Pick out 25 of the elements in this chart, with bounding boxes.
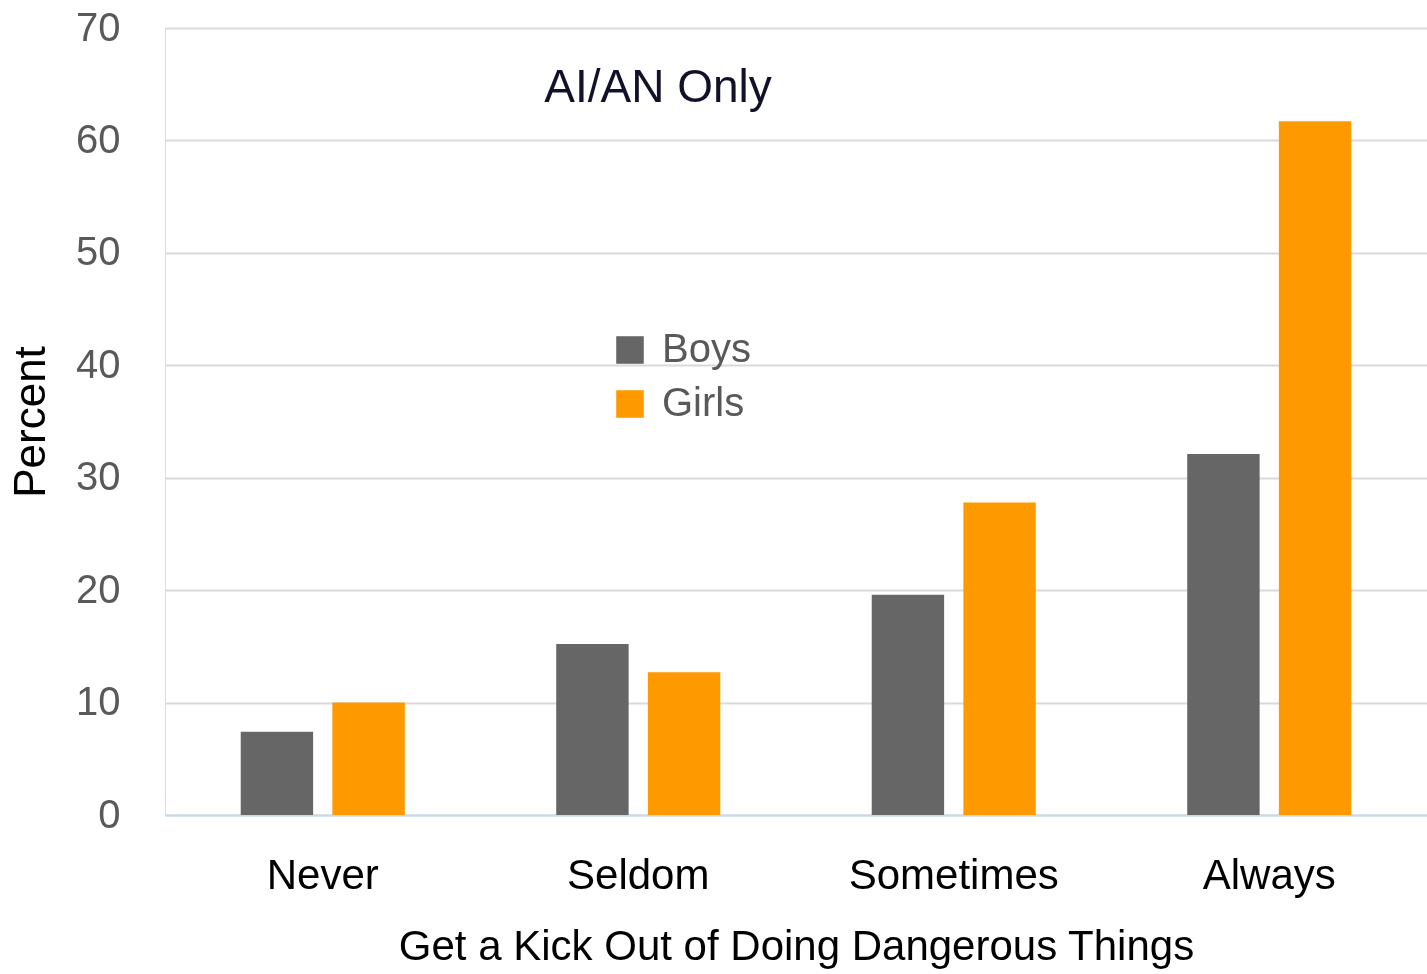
x-axis-title: Get a Kick Out of Doing Dangerous Things xyxy=(398,921,1195,969)
text: AI/AN Only xyxy=(544,60,772,112)
x-tick-label: Sometimes xyxy=(848,850,1059,898)
y-tick-label: 0 xyxy=(98,791,121,836)
bar xyxy=(240,731,314,815)
bar xyxy=(332,702,405,815)
y-tick-label: 70 xyxy=(76,4,121,49)
legend-label: Girls xyxy=(662,380,745,424)
bar xyxy=(963,502,1036,815)
x-tick-label: Never xyxy=(266,850,379,898)
y-tick-label: 60 xyxy=(76,116,121,161)
x-tick-label: Always xyxy=(1202,850,1336,898)
bar xyxy=(647,672,721,815)
x-tick-label: Seldom xyxy=(567,850,710,898)
bar xyxy=(871,594,945,815)
y-tick-label: 30 xyxy=(76,454,121,499)
bar xyxy=(1187,454,1260,815)
bar xyxy=(1278,121,1352,815)
y-tick-label: 40 xyxy=(76,341,121,386)
y-tick-label: 50 xyxy=(76,229,121,274)
y-tick-label: 20 xyxy=(76,566,121,611)
bar xyxy=(556,644,629,815)
y-axis-title: Percent xyxy=(5,346,55,498)
legend-label: Boys xyxy=(662,326,751,370)
y-tick-label: 10 xyxy=(76,679,121,724)
